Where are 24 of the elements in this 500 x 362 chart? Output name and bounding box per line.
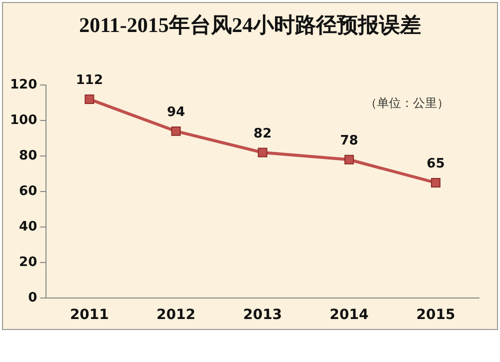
y-tick-label: 0 bbox=[28, 290, 38, 306]
point bbox=[344, 154, 354, 164]
annotation: （单位：公里） bbox=[365, 95, 449, 112]
data-label: 94 bbox=[166, 105, 186, 120]
y-tick-label: 60 bbox=[19, 184, 38, 199]
x-tick-label: 2012 bbox=[156, 307, 196, 324]
data-label: 65 bbox=[426, 156, 445, 172]
y-tick-label: 80 bbox=[19, 148, 38, 164]
y-tick-label: 120 bbox=[10, 77, 38, 92]
data-label: 82 bbox=[254, 126, 272, 142]
point bbox=[171, 126, 181, 136]
y-tick-label: 20 bbox=[19, 255, 38, 270]
y-tick-label: 40 bbox=[19, 220, 38, 235]
chart-title: 2011-2015年台风24小时路径预报误差 bbox=[78, 12, 422, 39]
point bbox=[258, 148, 268, 158]
data-label: 112 bbox=[76, 73, 103, 88]
point bbox=[84, 94, 94, 104]
data-label: 78 bbox=[340, 133, 358, 148]
x-tick-label: 2014 bbox=[330, 307, 369, 324]
y-tick-label: 100 bbox=[10, 112, 38, 128]
point bbox=[430, 178, 440, 188]
x-tick-label: 2015 bbox=[416, 307, 456, 324]
x-tick-label: 2011 bbox=[70, 307, 109, 324]
x-tick-label: 2013 bbox=[243, 307, 282, 324]
